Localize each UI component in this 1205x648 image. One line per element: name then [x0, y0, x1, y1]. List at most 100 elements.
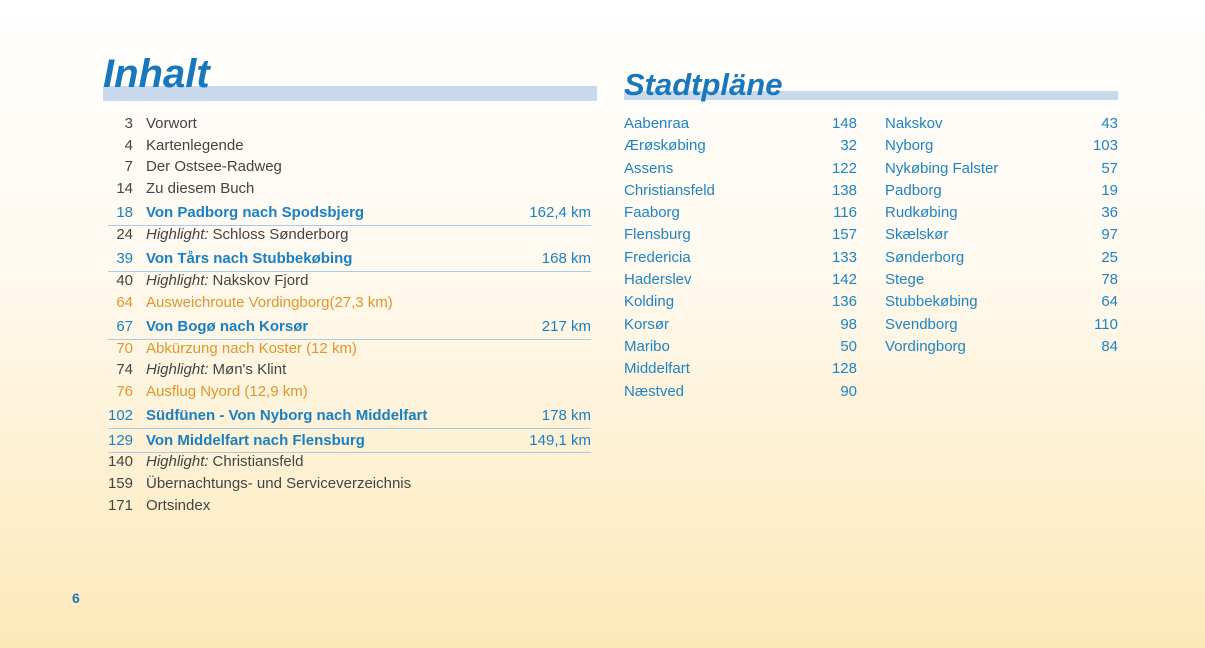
entry-title: Ortsindex — [146, 496, 211, 514]
entry-page: 14 — [116, 179, 133, 197]
city-entry: Middelfart 128 — [624, 360, 857, 382]
city-name: Nyborg — [885, 137, 934, 155]
city-page: 122 — [831, 159, 857, 177]
city-name: Sønderborg — [885, 248, 965, 266]
city-entry: Fredericia 133 — [624, 249, 857, 271]
entry-page: 3 — [124, 115, 133, 132]
entry-text: Highlight: Christiansfeld — [146, 453, 303, 470]
entry-title: Schloss Sønderborg — [212, 225, 349, 243]
city-name: Nykøbing Falster — [885, 159, 999, 177]
contents-entry: 129 Von Middelfart nach Flensburg 149,1 km — [108, 432, 591, 454]
city-page: 157 — [831, 226, 857, 244]
entry-page: 129 — [108, 431, 134, 449]
entry-text: Highlight: Møn's Klint — [146, 361, 286, 378]
entry-title: Abkürzung nach Koster (12 km) — [146, 339, 357, 357]
city-name: Rudkøbing — [885, 204, 958, 222]
city-name: Næstved — [624, 382, 685, 400]
entry-distance: 168 km — [541, 250, 591, 268]
entry-text: Von Middelfart nach Flensburg — [146, 432, 365, 449]
city-page: 90 — [840, 382, 857, 400]
city-page: 128 — [831, 360, 857, 378]
entry-text: Abkürzung nach Koster (12 km) — [146, 340, 357, 357]
city-entry: Nyborg 103 — [885, 137, 1118, 159]
city-page: 142 — [831, 271, 857, 289]
city-entry: Flensburg 157 — [624, 226, 857, 248]
city-name: Padborg — [885, 181, 942, 199]
city-name: Nakskov — [885, 115, 943, 132]
entry-distance: 217 km — [541, 318, 591, 336]
entry-title: Møn's Klint — [212, 361, 287, 379]
city-page: 138 — [831, 181, 857, 199]
entry-text: Von Padborg nach Spodsbjerg — [146, 204, 364, 221]
city-entry: Sønderborg 25 — [885, 249, 1118, 271]
entry-text: Vorwort — [146, 115, 197, 132]
section-title: Stadtpläne — [624, 67, 783, 102]
entry-title: Von Bogø nach Korsør — [146, 318, 309, 336]
city-page: 98 — [840, 315, 857, 333]
entry-page: 39 — [116, 250, 133, 268]
city-page: 133 — [831, 248, 857, 266]
city-name: Svendborg — [885, 315, 958, 333]
city-name: Skælskør — [885, 226, 949, 244]
contents-entry: 3 Vorwort — [100, 115, 591, 137]
city-page: 57 — [1101, 159, 1118, 177]
city-entry: Aabenraa 148 — [624, 115, 857, 137]
entry-page: 24 — [116, 225, 133, 243]
city-name: Kolding — [624, 293, 675, 311]
entry-title: Südfünen - Von Nyborg nach Middelfart — [146, 407, 428, 425]
entry-label: Highlight: — [146, 453, 209, 471]
entry-text: Südfünen - Von Nyborg nach Middelfart — [146, 407, 427, 424]
city-entry: Padborg 19 — [885, 182, 1118, 204]
entry-text: Highlight: Schloss Sønderborg — [146, 226, 348, 243]
entry-page: 40 — [116, 271, 133, 289]
entry-title: Kartenlegende — [146, 136, 244, 154]
city-page: 110 — [1094, 315, 1118, 333]
city-name: Flensburg — [624, 226, 691, 244]
entry-label: Highlight: — [146, 271, 209, 289]
city-page: 78 — [1101, 271, 1118, 289]
entry-label: Highlight: — [146, 225, 209, 243]
entry-text: Der Ostsee-Radweg — [146, 158, 282, 175]
entry-page: 74 — [116, 361, 133, 379]
city-page: 116 — [833, 204, 857, 222]
city-entry: Nykøbing Falster 57 — [885, 160, 1118, 182]
entry-text: Kartenlegende — [146, 137, 244, 154]
city-name: Stubbekøbing — [885, 293, 978, 311]
contents-entry: 24 Highlight: Schloss Sønderborg — [100, 226, 591, 248]
contents-entry: 140 Highlight: Christiansfeld — [100, 453, 591, 475]
city-entry: Nakskov 43 — [885, 115, 1118, 137]
entry-page: 18 — [116, 204, 133, 222]
entry-title: Von Tårs nach Stubbekøbing — [146, 250, 353, 268]
page-number: 6 — [72, 590, 80, 606]
city-entry: Skælskør 97 — [885, 226, 1118, 248]
city-name: Aabenraa — [624, 115, 690, 132]
city-name: Haderslev — [624, 271, 692, 289]
city-name: Ærøskøbing — [624, 137, 706, 155]
city-entry: Faaborg 116 — [624, 204, 857, 226]
contents-list: 3 Vorwort 4 Kartenlegende 7 Der Ostsee-Radweg… — [100, 115, 591, 518]
entry-title: Ausweichroute Vordingborg(27,3 km) — [146, 293, 393, 311]
contents-entry: 18 Von Padborg nach Spodsbjerg 162,4 km — [108, 204, 591, 226]
entry-page: 76 — [116, 382, 133, 400]
entry-title: Von Middelfart nach Flensburg — [146, 431, 365, 449]
entry-text: Zu diesem Buch — [146, 180, 254, 197]
entry-title: Von Padborg nach Spodsbjerg — [146, 204, 365, 222]
city-name: Korsør — [624, 315, 669, 333]
city-page: 148 — [831, 115, 857, 132]
city-column: Nakskov 43 Nyborg 103 Nykøbing Falster 57 Padb… — [885, 115, 1118, 360]
city-page: 64 — [1101, 293, 1118, 311]
contents-entry: 171 Ortsindex — [100, 497, 591, 519]
contents-entry: 67 Von Bogø nach Korsør 217 km — [108, 318, 591, 340]
entry-title: Zu diesem Buch — [146, 179, 255, 197]
entry-text: Highlight: Nakskov Fjord — [146, 272, 308, 289]
entry-page: 64 — [116, 293, 133, 311]
contents-entry: 74 Highlight: Møn's Klint — [100, 361, 591, 383]
city-entry: Stege 78 — [885, 271, 1118, 293]
entry-title: Christiansfeld — [212, 453, 304, 471]
city-entry: Vordingborg 84 — [885, 338, 1118, 360]
entry-text: Übernachtungs- und Serviceverzeichnis — [146, 475, 411, 492]
city-entry: Svendborg 110 — [885, 316, 1118, 338]
contents-entry: 40 Highlight: Nakskov Fjord — [100, 272, 591, 294]
city-page: 50 — [840, 337, 857, 355]
